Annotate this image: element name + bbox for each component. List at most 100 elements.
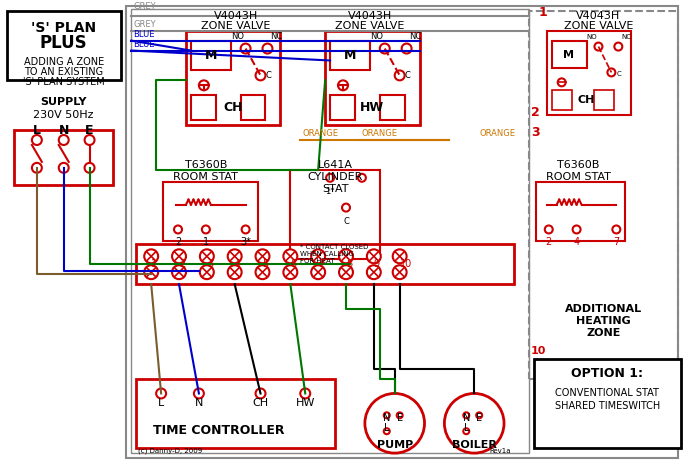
Text: 3: 3	[207, 259, 213, 269]
Text: 3: 3	[531, 125, 540, 139]
Text: C: C	[404, 71, 411, 80]
Circle shape	[199, 80, 209, 90]
Circle shape	[545, 226, 553, 234]
Text: TIME CONTROLLER: TIME CONTROLLER	[153, 424, 284, 437]
Bar	[191, 41, 230, 70]
Text: NC: NC	[410, 32, 422, 41]
Bar	[330, 41, 370, 70]
Text: WHEN CALLING: WHEN CALLING	[300, 251, 354, 257]
Circle shape	[393, 265, 406, 279]
Text: N: N	[59, 124, 69, 137]
Text: T6360B: T6360B	[558, 160, 600, 170]
Bar	[136, 379, 335, 448]
Text: 7: 7	[318, 259, 324, 269]
Circle shape	[241, 226, 250, 234]
Circle shape	[395, 70, 404, 80]
Bar	[552, 90, 571, 110]
Text: 7: 7	[613, 237, 620, 248]
Circle shape	[172, 265, 186, 279]
Bar	[552, 41, 586, 68]
Circle shape	[85, 163, 95, 173]
Text: 1: 1	[151, 259, 157, 269]
Text: NO: NO	[231, 32, 244, 41]
Text: E: E	[86, 124, 94, 137]
Circle shape	[595, 43, 602, 51]
Text: HW: HW	[359, 101, 384, 114]
Bar	[14, 130, 113, 185]
Text: HW: HW	[295, 398, 315, 409]
Circle shape	[612, 226, 620, 234]
Bar	[330, 95, 355, 120]
Text: CH: CH	[578, 95, 595, 105]
Text: BOILER: BOILER	[452, 440, 497, 450]
Text: L: L	[33, 124, 41, 137]
Circle shape	[614, 43, 622, 51]
Circle shape	[284, 249, 297, 263]
Circle shape	[255, 388, 266, 398]
Bar	[7, 11, 121, 80]
Text: 'S' PLAN: 'S' PLAN	[31, 21, 97, 35]
Text: M: M	[344, 49, 356, 62]
Text: N: N	[462, 413, 470, 423]
Text: FOR HEAT: FOR HEAT	[300, 258, 335, 264]
Text: (c) Danny-D, 2009: (c) Danny-D, 2009	[138, 447, 202, 454]
Circle shape	[32, 135, 42, 145]
Circle shape	[338, 80, 348, 90]
Text: L: L	[384, 423, 389, 433]
Text: 4: 4	[573, 237, 580, 248]
Text: L641A: L641A	[317, 160, 353, 170]
Bar	[325, 31, 420, 125]
Text: CYLINDER: CYLINDER	[307, 172, 363, 182]
Text: ORANGE: ORANGE	[479, 129, 515, 138]
Bar	[380, 95, 404, 120]
Text: ADDING A ZONE: ADDING A ZONE	[23, 58, 104, 67]
Text: CONVENTIONAL STAT: CONVENTIONAL STAT	[555, 388, 660, 398]
Bar	[595, 90, 614, 110]
Circle shape	[358, 174, 366, 182]
Text: ROOM STAT: ROOM STAT	[546, 172, 611, 182]
Bar	[136, 244, 514, 284]
Text: SHARED TIMESWITCH: SHARED TIMESWITCH	[555, 402, 660, 411]
Text: GREY: GREY	[133, 20, 156, 29]
Circle shape	[463, 412, 469, 418]
Circle shape	[393, 249, 406, 263]
Circle shape	[194, 388, 204, 398]
Circle shape	[607, 68, 615, 76]
Text: M: M	[205, 49, 217, 62]
Text: CH: CH	[223, 101, 242, 114]
Circle shape	[384, 412, 390, 418]
Circle shape	[365, 394, 424, 453]
Text: 10: 10	[400, 259, 412, 269]
Circle shape	[156, 388, 166, 398]
Circle shape	[300, 388, 310, 398]
Circle shape	[339, 249, 353, 263]
Text: 5: 5	[262, 259, 268, 269]
Text: 1: 1	[539, 6, 548, 19]
Text: 9: 9	[374, 259, 380, 269]
Text: 1: 1	[203, 237, 209, 248]
Text: 2: 2	[175, 237, 181, 248]
Circle shape	[144, 265, 158, 279]
Circle shape	[59, 163, 69, 173]
Circle shape	[380, 44, 390, 53]
Text: 230V 50Hz: 230V 50Hz	[34, 110, 94, 120]
Text: ADDITIONAL: ADDITIONAL	[565, 304, 642, 314]
Text: ORANGE: ORANGE	[302, 129, 338, 138]
Text: 6: 6	[290, 259, 297, 269]
Bar	[186, 31, 280, 125]
Circle shape	[476, 412, 482, 418]
Bar	[529, 11, 678, 379]
Circle shape	[200, 249, 214, 263]
Text: NO: NO	[371, 32, 384, 41]
Text: L: L	[464, 423, 469, 433]
Text: 8: 8	[346, 259, 352, 269]
Text: PUMP: PUMP	[377, 440, 413, 450]
Circle shape	[32, 163, 42, 173]
Text: ZONE: ZONE	[586, 328, 620, 338]
Text: 2: 2	[546, 237, 552, 248]
Text: ORANGE: ORANGE	[362, 129, 398, 138]
Text: 1*: 1*	[326, 187, 335, 196]
Circle shape	[228, 265, 242, 279]
Text: ZONE VALVE: ZONE VALVE	[201, 21, 270, 31]
Circle shape	[174, 226, 182, 234]
